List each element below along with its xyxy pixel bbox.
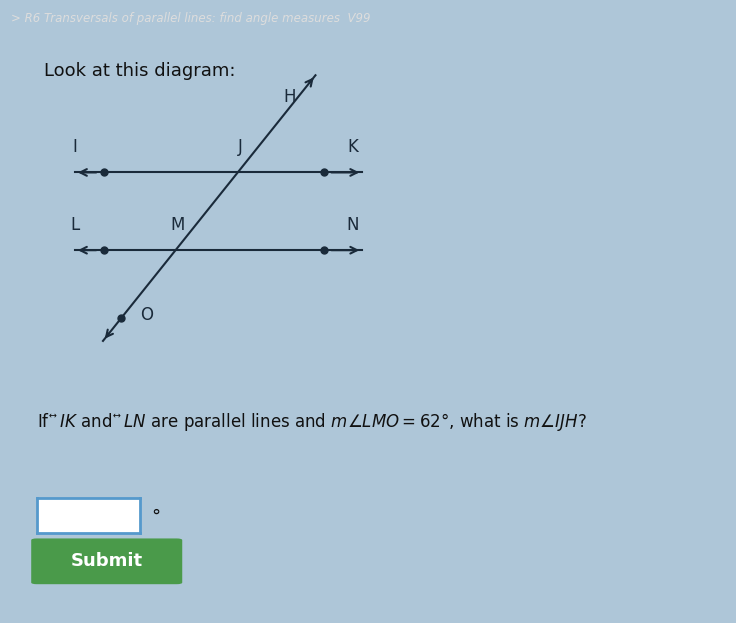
Text: I: I	[73, 138, 77, 156]
Text: H: H	[284, 88, 297, 106]
Text: If $\overleftrightarrow{IK}$ and $\overleftrightarrow{LN}$ are parallel lines an: If $\overleftrightarrow{IK}$ and $\overl…	[37, 411, 587, 433]
Text: J: J	[238, 138, 243, 156]
Text: K: K	[347, 138, 358, 156]
Text: °: °	[151, 508, 160, 525]
Text: Submit: Submit	[71, 553, 143, 570]
Text: M: M	[171, 216, 185, 234]
Text: N: N	[347, 216, 358, 234]
FancyBboxPatch shape	[31, 538, 183, 584]
Text: O: O	[141, 306, 153, 324]
Text: L: L	[71, 216, 79, 234]
Text: > R6 Transversals of parallel lines: find angle measures  V99: > R6 Transversals of parallel lines: fin…	[11, 12, 370, 26]
Text: Look at this diagram:: Look at this diagram:	[44, 62, 236, 80]
